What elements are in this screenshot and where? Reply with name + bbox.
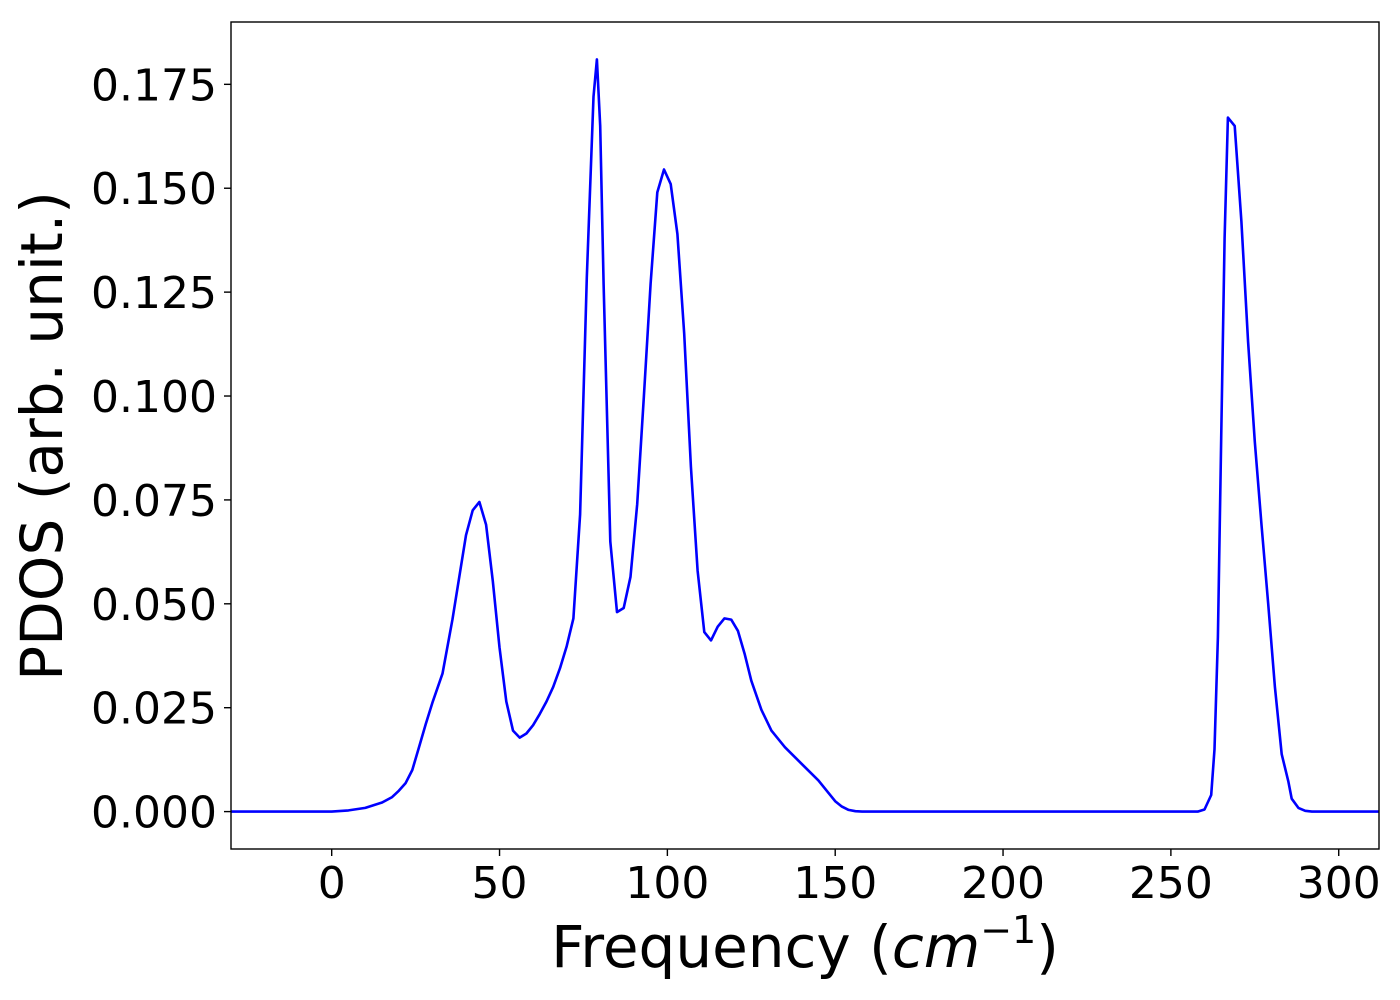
x-tick-label: 200 <box>961 858 1045 909</box>
y-tick-label: 0.150 <box>91 164 217 215</box>
x-axis-ticks: 0 50 100 150 200 250 300 <box>318 849 1381 909</box>
series-layer <box>231 58 1379 813</box>
y-tick-label: 0.000 <box>91 788 217 839</box>
pdos-series-line <box>231 58 1379 813</box>
x-tick-label: 0 <box>318 858 346 909</box>
x-axis-title: Frequency (cm−1) <box>551 908 1059 981</box>
y-tick-label: 0.025 <box>91 684 217 735</box>
x-tick-label: 50 <box>472 858 528 909</box>
y-tick-label: 0.100 <box>91 372 217 423</box>
y-tick-label: 0.050 <box>91 580 217 631</box>
x-tick-label: 300 <box>1297 858 1381 909</box>
x-tick-label: 250 <box>1129 858 1213 909</box>
x-tick-label: 100 <box>625 858 709 909</box>
y-axis-ticks: 0.000 0.025 0.050 0.075 0.100 0.125 0.150 0.175 <box>91 60 231 839</box>
x-tick-label: 150 <box>793 858 877 909</box>
y-tick-label: 0.175 <box>91 60 217 111</box>
y-tick-label: 0.075 <box>91 476 217 527</box>
plot-frame <box>230 21 1380 850</box>
y-tick-label: 0.125 <box>91 268 217 319</box>
y-axis-title: PDOS (arb. unit.) <box>8 191 76 681</box>
